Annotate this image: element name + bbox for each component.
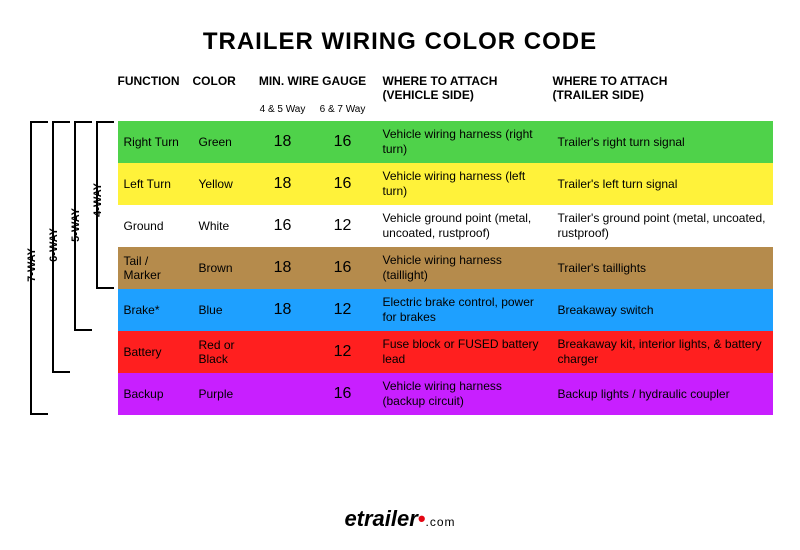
cell-vehicle: Vehicle wiring harness (backup circuit) xyxy=(373,373,548,415)
logo-suffix: .com xyxy=(426,515,456,529)
etrailer-logo: etrailer•.com xyxy=(0,506,800,532)
cell-gauge-67: 16 xyxy=(313,121,373,163)
logo-dot-icon: • xyxy=(418,506,426,531)
cell-gauge-45 xyxy=(253,373,313,415)
page-title: TRAILER WIRING COLOR CODE xyxy=(0,28,800,56)
bracket-6way: 6-WAY xyxy=(52,121,70,373)
cell-gauge-45: 18 xyxy=(253,247,313,289)
cell-function: Right Turn xyxy=(118,121,193,163)
logo-brand: etrailer xyxy=(344,506,417,531)
bracket-5way-label: 5-WAY xyxy=(70,208,82,242)
table-headers: FUNCTION COLOR MIN. WIRE GAUGE WHERE TO … xyxy=(28,74,773,102)
cell-gauge-67: 16 xyxy=(313,163,373,205)
cell-color: Purple xyxy=(193,373,253,415)
bracket-4way-label: 4-WAY xyxy=(92,183,104,217)
table-body: 4-WAY 5-WAY 6-WAY 7-WAY Right Turn Green… xyxy=(28,121,773,415)
bracket-6way-label: 6-WAY xyxy=(48,228,60,262)
cell-trailer: Breakaway switch xyxy=(548,289,773,331)
cell-color: Green xyxy=(193,121,253,163)
cell-gauge-67: 16 xyxy=(313,247,373,289)
wiring-chart: FUNCTION COLOR MIN. WIRE GAUGE WHERE TO … xyxy=(28,74,773,415)
cell-gauge-67: 12 xyxy=(313,205,373,247)
cell-vehicle: Vehicle wiring harness (taillight) xyxy=(373,247,548,289)
cell-vehicle: Vehicle wiring harness (left turn) xyxy=(373,163,548,205)
cell-gauge-45 xyxy=(253,331,313,373)
gauge-subheaders: 4 & 5 Way 6 & 7 Way xyxy=(28,104,773,115)
cell-gauge-45: 18 xyxy=(253,121,313,163)
cell-trailer: Backup lights / hydraulic coupler xyxy=(548,373,773,415)
cell-color: Blue xyxy=(193,289,253,331)
header-vehicle: WHERE TO ATTACH (VEHICLE SIDE) xyxy=(373,74,543,102)
cell-color: Yellow xyxy=(193,163,253,205)
cell-gauge-67: 12 xyxy=(313,331,373,373)
table-row: Right Turn Green 18 16 Vehicle wiring ha… xyxy=(28,121,773,163)
cell-vehicle: Electric brake control, power for brakes xyxy=(373,289,548,331)
table-row: Backup Purple 16 Vehicle wiring harness … xyxy=(28,373,773,415)
cell-vehicle: Vehicle ground point (metal, uncoated, r… xyxy=(373,205,548,247)
way-brackets: 4-WAY 5-WAY 6-WAY 7-WAY xyxy=(28,121,118,415)
header-gauge: MIN. WIRE GAUGE xyxy=(253,74,373,102)
header-function: FUNCTION xyxy=(118,74,193,102)
cell-trailer: Trailer's ground point (metal, uncoated,… xyxy=(548,205,773,247)
cell-function: Left Turn xyxy=(118,163,193,205)
table-row: Ground White 16 12 Vehicle ground point … xyxy=(28,205,773,247)
cell-function: Ground xyxy=(118,205,193,247)
bracket-5way: 5-WAY xyxy=(74,121,92,331)
cell-gauge-45: 16 xyxy=(253,205,313,247)
cell-trailer: Trailer's left turn signal xyxy=(548,163,773,205)
header-color: COLOR xyxy=(193,74,253,102)
cell-gauge-45: 18 xyxy=(253,289,313,331)
cell-trailer: Trailer's taillights xyxy=(548,247,773,289)
table-row: Tail / Marker Brown 18 16 Vehicle wiring… xyxy=(28,247,773,289)
cell-gauge-67: 16 xyxy=(313,373,373,415)
table-row: Left Turn Yellow 18 16 Vehicle wiring ha… xyxy=(28,163,773,205)
bracket-4way: 4-WAY xyxy=(96,121,114,289)
bracket-7way: 7-WAY xyxy=(30,121,48,415)
cell-vehicle: Vehicle wiring harness (right turn) xyxy=(373,121,548,163)
subheader-45way: 4 & 5 Way xyxy=(253,104,313,115)
cell-trailer: Trailer's right turn signal xyxy=(548,121,773,163)
subheader-67way: 6 & 7 Way xyxy=(313,104,373,115)
header-trailer: WHERE TO ATTACH (TRAILER SIDE) xyxy=(543,74,713,102)
bracket-7way-label: 7-WAY xyxy=(26,248,38,282)
cell-color: Red or Black xyxy=(193,331,253,373)
cell-gauge-45: 18 xyxy=(253,163,313,205)
table-row: Brake* Blue 18 12 Electric brake control… xyxy=(28,289,773,331)
cell-trailer: Breakaway kit, interior lights, & batter… xyxy=(548,331,773,373)
cell-function: Tail / Marker xyxy=(118,247,193,289)
cell-color: White xyxy=(193,205,253,247)
cell-function: Brake* xyxy=(118,289,193,331)
table-row: Battery Red or Black 12 Fuse block or FU… xyxy=(28,331,773,373)
cell-vehicle: Fuse block or FUSED battery lead xyxy=(373,331,548,373)
cell-color: Brown xyxy=(193,247,253,289)
cell-function: Battery xyxy=(118,331,193,373)
cell-gauge-67: 12 xyxy=(313,289,373,331)
cell-function: Backup xyxy=(118,373,193,415)
